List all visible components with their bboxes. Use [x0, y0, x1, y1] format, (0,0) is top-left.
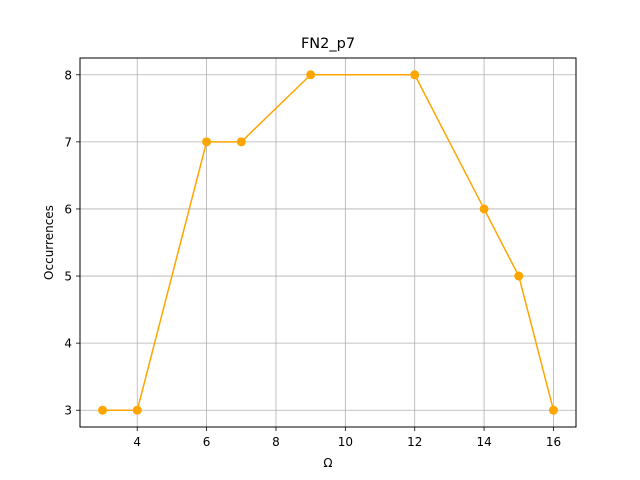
data-point [132, 405, 142, 415]
y-tick-label: 8 [64, 68, 72, 82]
y-tick-label: 6 [64, 202, 72, 216]
y-tick-label: 3 [64, 404, 72, 418]
x-axis-ticks: 4 6 8 10 12 14 16 [133, 427, 561, 449]
data-point [479, 204, 489, 214]
x-axis-label: Ω [323, 456, 332, 470]
data-point [306, 70, 316, 80]
x-tick-label: 4 [133, 435, 141, 449]
plot-frame [79, 57, 577, 428]
y-tick-label: 5 [64, 270, 72, 284]
chart-title: FN2_p7 [301, 36, 355, 52]
x-tick-label: 6 [203, 435, 211, 449]
x-tick-label: 12 [407, 435, 422, 449]
x-tick-label: 8 [272, 435, 280, 449]
x-tick-label: 10 [338, 435, 353, 449]
x-tick-label: 14 [476, 435, 491, 449]
series-layer [98, 70, 558, 415]
y-gridlines [80, 74, 576, 411]
x-gridlines [136, 58, 554, 427]
y-axis-label: Occurrences [42, 205, 56, 280]
data-point [98, 405, 108, 415]
data-point [410, 70, 420, 80]
data-point [236, 137, 246, 147]
y-axis-ticks: 3 4 5 6 7 8 [64, 68, 80, 418]
data-point [548, 405, 558, 415]
x-tick-label: 16 [546, 435, 561, 449]
y-tick-label: 7 [64, 135, 72, 149]
plot-area [80, 58, 576, 427]
data-point [514, 271, 524, 281]
data-point [202, 137, 212, 147]
y-tick-label: 4 [64, 337, 72, 351]
